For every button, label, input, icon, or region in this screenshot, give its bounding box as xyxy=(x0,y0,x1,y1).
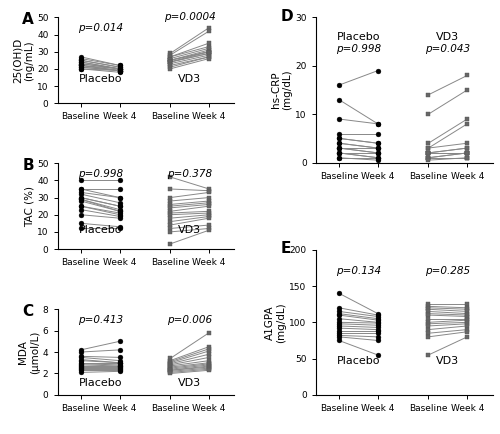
Text: Placebo: Placebo xyxy=(78,378,122,388)
Text: p=0.998: p=0.998 xyxy=(336,44,381,54)
Text: p=0.285: p=0.285 xyxy=(425,266,470,276)
Text: B: B xyxy=(22,158,34,173)
Text: A: A xyxy=(22,12,34,27)
Y-axis label: 25(OH)D
(ng/mL): 25(OH)D (ng/mL) xyxy=(12,38,34,83)
Text: Placebo: Placebo xyxy=(336,356,380,366)
Text: p=0.0004: p=0.0004 xyxy=(164,12,216,22)
Text: E: E xyxy=(280,241,290,256)
Text: VD3: VD3 xyxy=(436,356,460,366)
Y-axis label: MDA
(μmol/L): MDA (μmol/L) xyxy=(18,330,40,374)
Text: C: C xyxy=(22,304,34,319)
Text: Placebo: Placebo xyxy=(78,74,122,84)
Text: VD3: VD3 xyxy=(178,74,201,84)
Text: p=0.006: p=0.006 xyxy=(167,315,212,325)
Text: VD3: VD3 xyxy=(178,378,201,388)
Text: p=0.413: p=0.413 xyxy=(78,315,123,325)
Text: VD3: VD3 xyxy=(436,32,460,42)
Y-axis label: TAC (%): TAC (%) xyxy=(24,186,34,227)
Text: p=0.134: p=0.134 xyxy=(336,266,381,276)
Text: Placebo: Placebo xyxy=(78,225,122,235)
Text: p=0.043: p=0.043 xyxy=(425,44,470,54)
Text: p=0.378: p=0.378 xyxy=(167,169,212,179)
Text: Placebo: Placebo xyxy=(336,32,380,42)
Text: p=0.998: p=0.998 xyxy=(78,169,123,179)
Text: p=0.014: p=0.014 xyxy=(78,23,123,33)
Y-axis label: A1GPA
(mg/dL): A1GPA (mg/dL) xyxy=(265,302,286,342)
Y-axis label: hs-CRP
(mg/dL): hs-CRP (mg/dL) xyxy=(271,70,292,110)
Text: D: D xyxy=(280,9,293,23)
Text: VD3: VD3 xyxy=(178,225,201,235)
